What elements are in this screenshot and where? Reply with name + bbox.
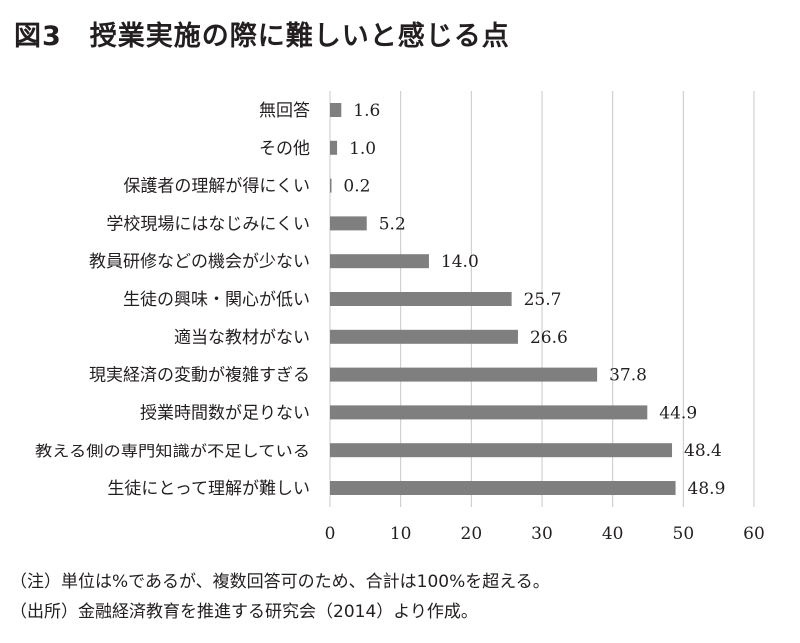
- category-label-8: 授業時間数が足りない: [140, 403, 310, 423]
- bar-chart: 無回答その他保護者の理解が得にくい学校現場にはなじみにくい教員研修などの機会が少…: [35, 91, 765, 544]
- value-label-8: 44.9: [659, 403, 697, 423]
- footnote-note: （注）単位は%であるが、複数回答可のため、合計は100%を超える。: [10, 572, 550, 592]
- x-tick-label-50: 50: [673, 524, 695, 544]
- value-label-7: 37.8: [609, 366, 647, 386]
- x-tick-label-0: 0: [325, 524, 336, 544]
- category-label-6: 適当な教材がない: [174, 328, 310, 348]
- footnote-source: （出所）金融経済教育を推進する研究会（2014）より作成。: [10, 602, 478, 622]
- value-label-9: 48.4: [684, 441, 722, 461]
- bars: [330, 103, 676, 495]
- category-label-4: 教員研修などの機会が少ない: [89, 252, 310, 272]
- category-label-7: 現実経済の変動が複雑すぎる: [89, 366, 310, 386]
- category-label-2: 保護者の理解が得にくい: [123, 177, 310, 197]
- x-tick-label-30: 30: [531, 524, 553, 544]
- value-label-5: 25.7: [524, 290, 562, 310]
- category-label-9: 教える側の専門知識が不足している: [35, 442, 310, 460]
- value-label-4: 14.0: [441, 252, 479, 272]
- bar-8: [330, 405, 648, 420]
- value-labels: 1.6 1.0 0.2 5.2 14.0 25.7 26.6 37.8 44.9 48.4 48.9: [343, 101, 725, 499]
- bar-3: [330, 216, 367, 231]
- category-label-3: 学校現場にはなじみにくい: [106, 214, 310, 234]
- bar-9: [330, 443, 673, 458]
- value-label-2: 0.2: [343, 177, 370, 197]
- category-labels: 無回答その他保護者の理解が得にくい学校現場にはなじみにくい教員研修などの機会が少…: [35, 101, 310, 499]
- bar-0: [330, 103, 342, 117]
- bar-10: [330, 481, 676, 495]
- x-tick-label-20: 20: [461, 524, 483, 544]
- bar-1: [330, 140, 338, 155]
- category-label-0: 無回答: [259, 101, 310, 121]
- bar-4: [330, 254, 429, 269]
- value-label-1: 1.0: [349, 139, 376, 159]
- x-tick-label-40: 40: [602, 524, 624, 544]
- bar-6: [330, 329, 518, 344]
- x-tick-labels: 0 10 20 30 40 50 60: [325, 524, 765, 544]
- value-label-6: 26.6: [530, 328, 568, 348]
- x-tick-label-10: 10: [390, 524, 412, 544]
- value-label-3: 5.2: [379, 214, 406, 234]
- bar-2: [330, 178, 332, 193]
- chart-title: 図3 授業実施の際に難しいと感じる点: [14, 21, 510, 52]
- value-label-0: 1.6: [353, 101, 380, 121]
- category-label-5: 生徒の興味・関心が低い: [123, 290, 310, 310]
- x-tick-label-60: 60: [743, 524, 765, 544]
- category-label-1: その他: [259, 139, 310, 159]
- bar-7: [330, 367, 598, 382]
- value-label-10: 48.9: [688, 479, 726, 499]
- bar-5: [330, 292, 512, 306]
- category-label-10: 生徒にとって理解が難しい: [107, 479, 310, 499]
